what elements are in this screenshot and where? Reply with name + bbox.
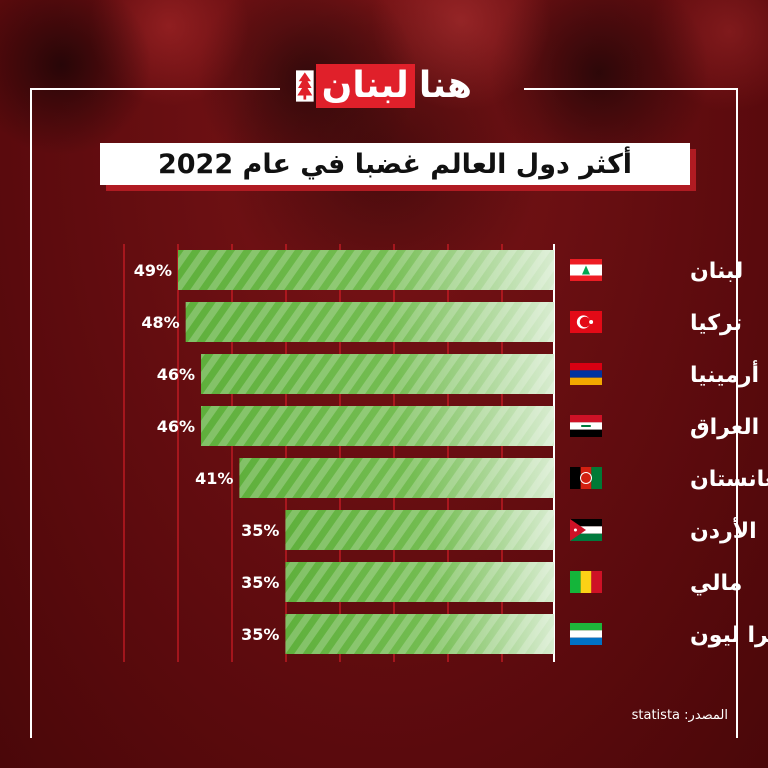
category-label: أفغانستان — [690, 463, 768, 492]
bar-stripes — [285, 562, 554, 602]
flag-part — [581, 425, 591, 427]
category-label: تركيا — [690, 311, 742, 336]
bar-stripes — [178, 250, 554, 290]
sierra-leone-flag-icon — [570, 623, 602, 645]
flag-part — [570, 630, 602, 638]
source-value: statista — [631, 708, 681, 723]
mali-flag-icon — [570, 571, 602, 593]
category-label: لبنان — [690, 259, 743, 284]
bar-stripes — [285, 510, 554, 550]
turkey-flag-icon — [570, 311, 602, 333]
flag-part — [591, 571, 602, 593]
title-box: أكثر دول العالم غضبا في عام 2022 — [100, 143, 690, 185]
flag-part — [589, 320, 594, 324]
flag-part — [570, 623, 602, 631]
flag-part — [582, 265, 590, 275]
afghanistan-flag-icon — [570, 467, 602, 489]
flag-part — [579, 316, 591, 328]
category-label: مالي — [690, 571, 742, 596]
flag-part — [580, 472, 592, 484]
data-label: 35% — [241, 521, 279, 540]
source-label: المصدر: — [684, 708, 728, 723]
data-label: 49% — [134, 261, 172, 280]
flag-part — [570, 533, 602, 541]
flag-part — [570, 519, 586, 541]
frame-right-line — [736, 88, 738, 738]
source-note: المصدر: statista — [632, 708, 728, 723]
data-label: 46% — [157, 365, 195, 384]
data-label: 35% — [241, 573, 279, 592]
lebanon-flag-icon — [570, 259, 602, 281]
bar-stripes — [239, 458, 554, 498]
flag-part — [580, 571, 592, 593]
category-label: العراق — [690, 415, 759, 440]
flag-part — [570, 370, 602, 378]
logo-text-box: لبنان — [315, 64, 415, 108]
flag-part — [570, 571, 581, 593]
flag-part — [580, 467, 592, 489]
category-label: أرمينيا — [690, 359, 759, 388]
cedar-icon — [296, 70, 314, 102]
armenia-flag-icon — [570, 363, 602, 385]
bar-stripes — [201, 406, 555, 446]
flag-part — [570, 415, 602, 423]
flag-part — [570, 363, 602, 371]
flag-part — [573, 528, 577, 532]
bar-stripes — [201, 354, 555, 394]
logo-text: هنا — [418, 65, 472, 106]
bar-stripes — [185, 302, 554, 342]
chart-title: أكثر دول العالم غضبا في عام 2022 — [157, 148, 633, 180]
iraq-flag-icon — [570, 415, 602, 437]
bar-stripes — [285, 614, 554, 654]
data-label: 41% — [195, 469, 233, 488]
jordan-flag-icon — [570, 519, 602, 541]
logo: لبنان هنا — [296, 60, 476, 112]
category-label: الأردن — [690, 516, 757, 544]
flag-part — [570, 429, 602, 437]
flag-part — [570, 377, 602, 385]
data-label: 35% — [241, 625, 279, 644]
flag-part — [570, 519, 602, 527]
frame-top-right-line — [524, 88, 738, 90]
data-label: 48% — [141, 313, 179, 332]
flag-part — [570, 467, 581, 489]
frame-left-line — [30, 88, 32, 738]
category-label: سيرا ليون — [690, 623, 768, 648]
flag-part — [591, 467, 602, 489]
data-label: 46% — [157, 417, 195, 436]
flag-part — [570, 637, 602, 645]
frame-top-left-line — [30, 88, 280, 90]
